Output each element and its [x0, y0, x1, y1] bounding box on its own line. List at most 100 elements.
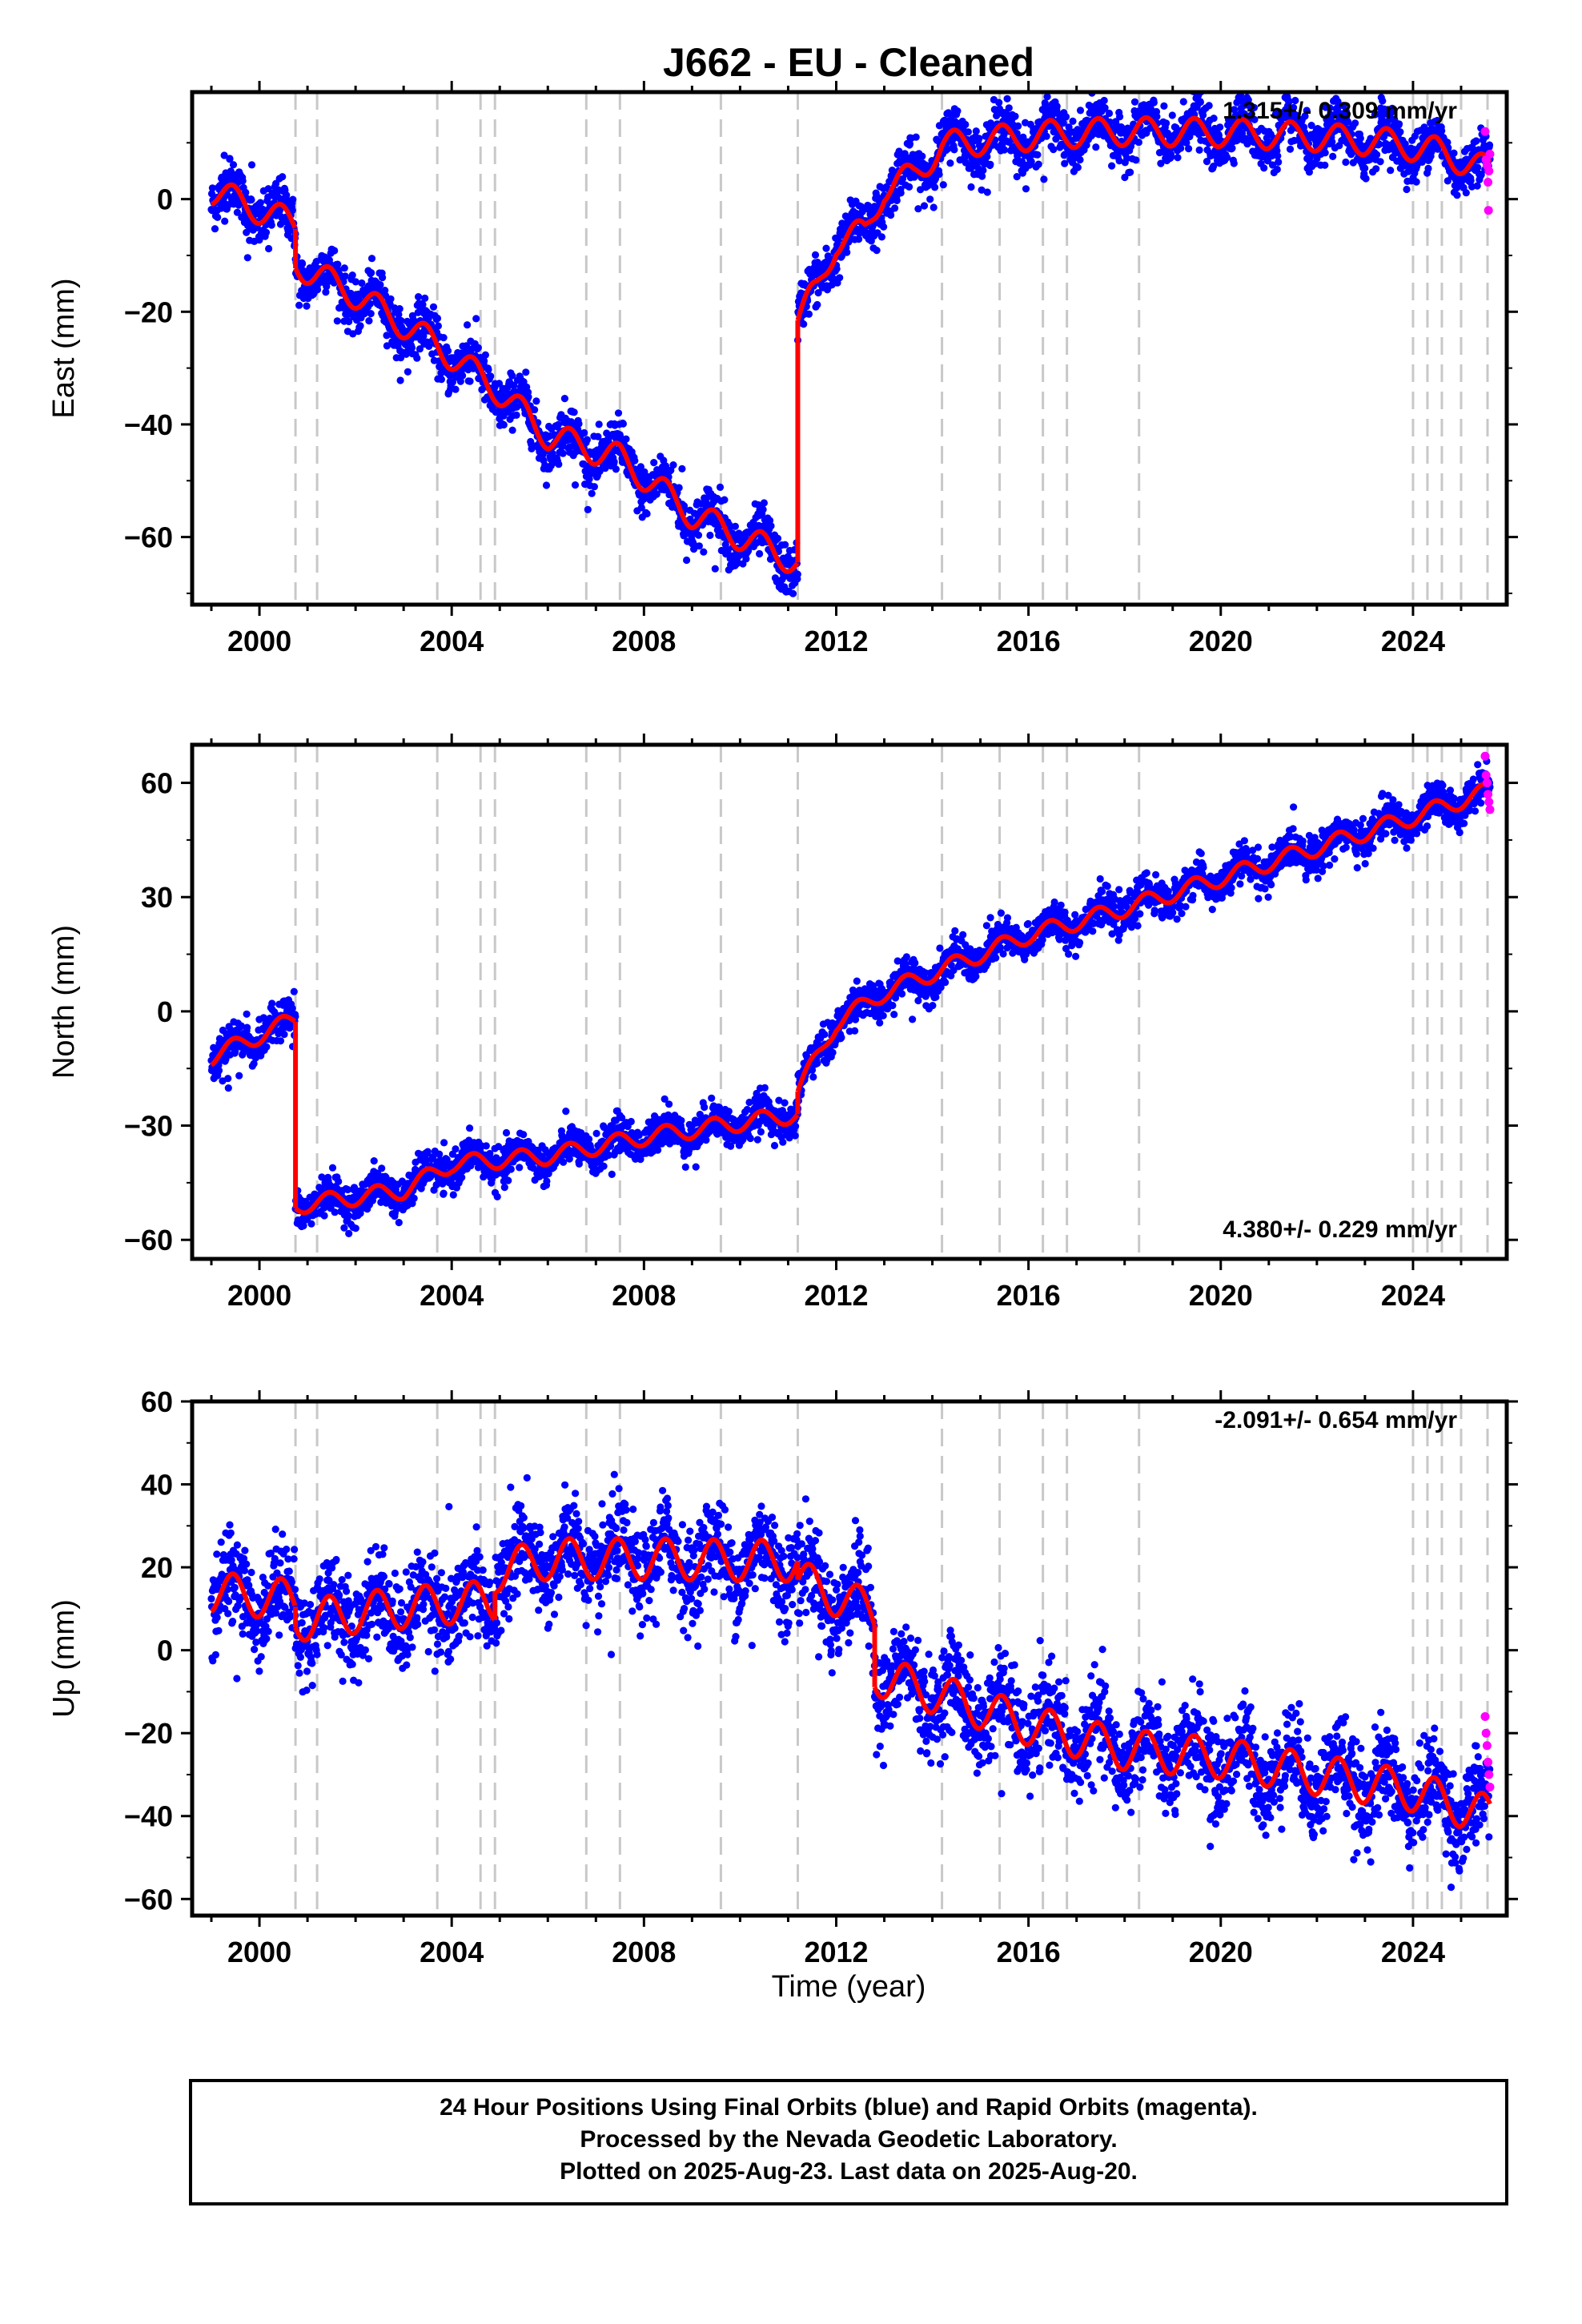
- final-orbit-point: [387, 295, 395, 303]
- final-orbit-point: [986, 160, 994, 168]
- final-orbit-point: [1168, 111, 1176, 119]
- final-orbit-point: [239, 177, 247, 185]
- final-orbit-point: [954, 107, 962, 115]
- final-orbit-point: [814, 289, 822, 297]
- final-orbit-point: [1179, 98, 1187, 106]
- final-orbit-point: [522, 368, 530, 376]
- final-orbit-point: [383, 342, 391, 350]
- final-orbit-point: [440, 334, 448, 342]
- final-orbit-point: [1034, 160, 1042, 168]
- final-orbit-point: [1185, 145, 1193, 153]
- final-orbit-point: [1321, 149, 1329, 157]
- final-orbit-point: [1372, 165, 1380, 173]
- final-orbit-point: [822, 244, 830, 252]
- final-orbit-point: [584, 505, 592, 514]
- final-orbit-point: [1105, 109, 1114, 118]
- final-orbit-point: [215, 1067, 223, 1075]
- final-orbit-point: [767, 522, 775, 530]
- final-orbit-point: [967, 183, 975, 191]
- final-orbit-point: [580, 428, 588, 437]
- y-tick-label: −20: [124, 296, 173, 328]
- final-orbit-point: [837, 231, 845, 239]
- final-orbit-point: [978, 172, 986, 180]
- final-orbit-point: [905, 183, 913, 191]
- final-orbit-point: [677, 1116, 685, 1124]
- east-panel: 2000 2004 2008 2012 2016 2020 20240−20−40−60Ea…: [47, 81, 1518, 657]
- final-orbit-point: [531, 406, 539, 414]
- final-orbit-point: [694, 531, 703, 539]
- final-orbit-point: [487, 372, 495, 380]
- final-orbit-point: [366, 300, 374, 308]
- final-orbit-point: [542, 481, 551, 489]
- final-orbit-point: [1285, 98, 1293, 106]
- final-orbit-point: [1132, 156, 1140, 164]
- final-orbit-point: [1362, 175, 1370, 183]
- final-orbit-point: [299, 1222, 307, 1230]
- final-orbit-point: [1485, 141, 1494, 149]
- x-tick-label: 2000: [227, 625, 291, 657]
- final-orbit-point: [344, 1212, 352, 1220]
- final-orbit-point: [1101, 104, 1109, 112]
- final-orbit-point: [429, 303, 438, 311]
- final-orbit-point: [731, 522, 740, 530]
- final-orbit-point: [1082, 141, 1090, 149]
- final-orbit-point: [800, 320, 808, 328]
- final-orbit-point: [571, 481, 580, 489]
- final-orbit-point: [263, 1043, 271, 1051]
- final-orbit-point: [532, 397, 540, 405]
- final-orbit-point: [341, 272, 349, 280]
- final-orbit-point: [1076, 155, 1084, 164]
- final-orbit-point: [351, 278, 359, 286]
- final-orbit-point: [1059, 119, 1067, 127]
- final-orbit-point: [1126, 143, 1135, 151]
- final-orbit-point: [1251, 115, 1259, 123]
- final-orbit-point: [1062, 113, 1070, 121]
- final-orbit-point: [322, 288, 330, 296]
- final-orbit-point: [1307, 122, 1315, 130]
- final-orbit-point: [1291, 83, 1298, 90]
- final-orbit-point: [1228, 144, 1236, 152]
- final-orbit-point: [520, 1131, 528, 1139]
- final-orbit-point: [313, 286, 322, 294]
- final-orbit-point: [935, 171, 943, 179]
- final-orbit-point: [276, 1037, 285, 1045]
- x-tick-label: 2012: [804, 625, 868, 657]
- final-orbit-point: [622, 435, 630, 443]
- final-orbit-point: [1153, 113, 1161, 121]
- final-orbit-point: [214, 213, 222, 221]
- final-orbit-point: [1387, 167, 1395, 175]
- final-orbit-point: [781, 541, 789, 549]
- final-orbit-point: [464, 321, 472, 329]
- final-orbit-point: [1290, 103, 1298, 111]
- final-orbit-point: [555, 460, 563, 468]
- final-orbit-point: [1268, 161, 1277, 169]
- final-orbit-point: [419, 300, 427, 308]
- final-orbit-point: [946, 159, 954, 167]
- final-orbit-point: [773, 534, 782, 543]
- final-orbit-point: [333, 317, 341, 325]
- final-orbit-point: [1042, 132, 1050, 140]
- final-orbit-point: [1050, 146, 1058, 154]
- final-orbit-point: [590, 483, 599, 491]
- final-orbit-point: [440, 1189, 448, 1197]
- final-orbit-point: [256, 199, 264, 207]
- final-orbit-point: [636, 463, 645, 471]
- final-orbit-point: [594, 432, 602, 440]
- final-orbit-point: [912, 133, 920, 141]
- final-orbit-point: [789, 589, 797, 597]
- final-orbit-point: [1361, 164, 1369, 172]
- final-orbit-point: [855, 235, 863, 243]
- final-orbit-point: [410, 1194, 418, 1202]
- final-orbit-point: [1357, 141, 1365, 149]
- final-orbit-point: [459, 372, 467, 380]
- final-orbit-point: [1373, 151, 1381, 159]
- rapid-orbit-point: [1485, 149, 1495, 159]
- final-orbit-point: [1027, 158, 1035, 166]
- final-orbit-point: [367, 255, 376, 263]
- final-orbit-point: [1000, 146, 1009, 154]
- final-orbit-point: [962, 120, 970, 129]
- final-orbit-point: [508, 426, 516, 434]
- final-orbit-point: [683, 556, 691, 565]
- final-orbit-point: [1069, 117, 1077, 125]
